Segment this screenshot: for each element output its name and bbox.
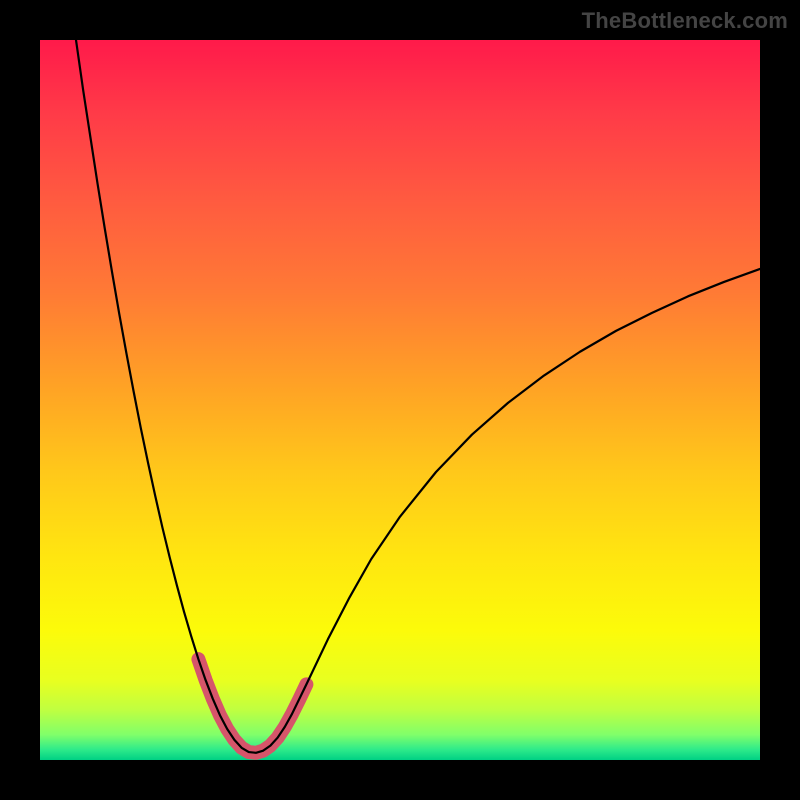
watermark-text: TheBottleneck.com (582, 8, 788, 34)
chart-container: TheBottleneck.com (0, 0, 800, 800)
plot-area (40, 40, 760, 760)
bottleneck-chart (40, 40, 760, 760)
gradient-background (40, 40, 760, 760)
